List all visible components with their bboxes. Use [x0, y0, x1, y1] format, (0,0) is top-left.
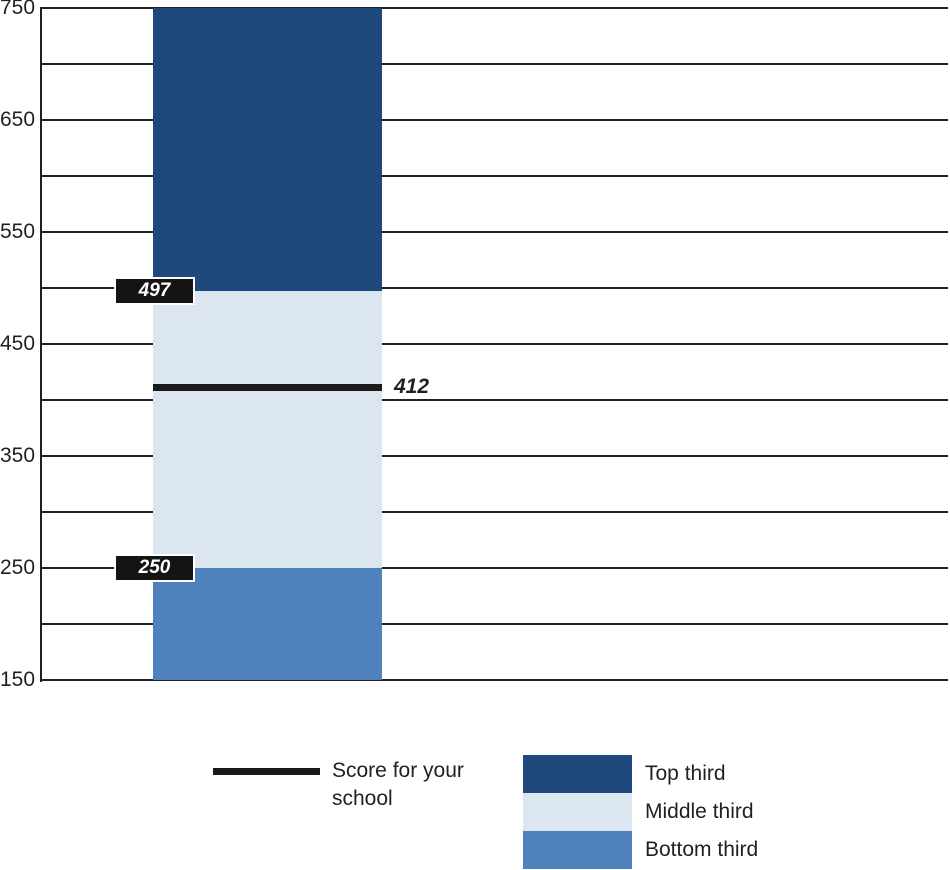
- gridline: [40, 511, 948, 513]
- gridline: [40, 399, 948, 401]
- y-tick-label: 350: [0, 444, 36, 467]
- legend-row-top-third: Top third: [523, 755, 758, 793]
- top-third-label: Top third: [645, 762, 726, 785]
- score-line: [153, 383, 382, 391]
- y-tick-label: 250: [0, 556, 36, 579]
- gridline: [40, 63, 948, 65]
- gridline: [40, 623, 948, 625]
- gridline: [40, 343, 948, 345]
- legend-row-bottom-third: Bottom third: [523, 831, 758, 869]
- middle-third-swatch: [523, 793, 632, 831]
- gridline: [40, 7, 948, 9]
- top-third-swatch: [523, 755, 632, 793]
- bar-segment-top-third: [153, 8, 382, 292]
- thirds-legend: Top third Middle third Bottom third: [523, 755, 758, 869]
- boundary-callout-250: 250: [114, 554, 195, 582]
- bar-segment-middle-third: [153, 291, 382, 568]
- bottom-third-swatch: [523, 831, 632, 869]
- gridline: [40, 175, 948, 177]
- y-tick-label: 650: [0, 108, 36, 131]
- score-line-value: 412: [394, 374, 430, 398]
- gridline: [40, 567, 948, 569]
- bottom-third-label: Bottom third: [645, 838, 759, 861]
- y-tick-label: 750: [0, 0, 36, 19]
- y-axis-line: [40, 7, 42, 682]
- middle-third-label: Middle third: [645, 800, 754, 823]
- boundary-callout-497: 497: [114, 277, 195, 306]
- y-tick-label: 450: [0, 332, 36, 355]
- y-tick-label: 150: [0, 668, 36, 691]
- gridline: [40, 231, 948, 233]
- gridline: [40, 119, 948, 121]
- bar-segment-bottom-third: [153, 568, 382, 680]
- score-line-legend-swatch: [213, 768, 320, 775]
- score-line-legend-label: Score for your school: [332, 759, 464, 810]
- y-tick-label: 550: [0, 220, 36, 243]
- legend-row-middle-third: Middle third: [523, 793, 758, 831]
- gridline: [40, 679, 948, 681]
- gridline: [40, 287, 948, 289]
- gridline: [40, 455, 948, 457]
